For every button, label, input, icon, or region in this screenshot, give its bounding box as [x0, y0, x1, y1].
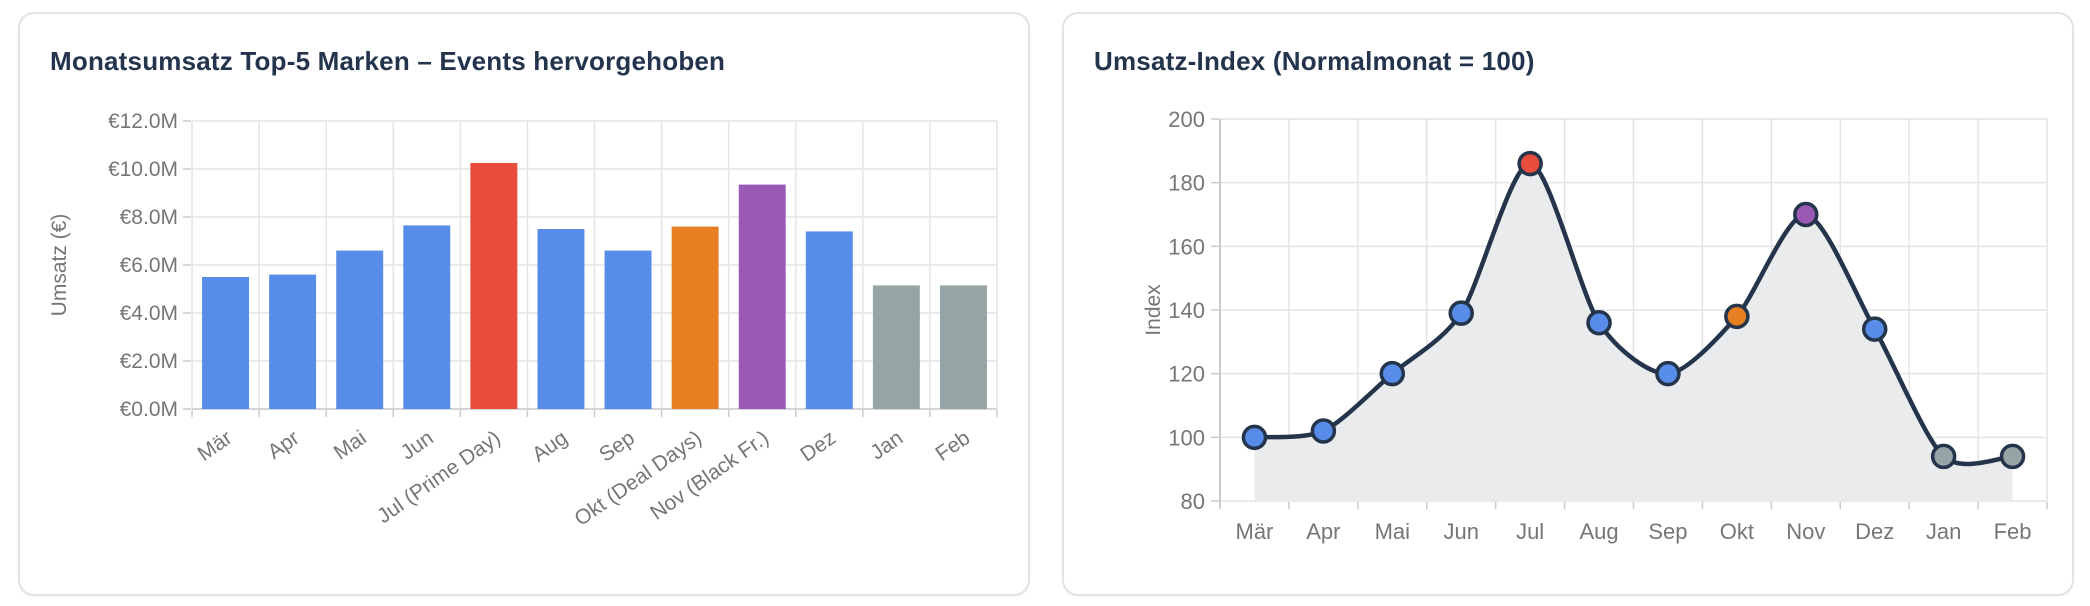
line-chart: 80 100 120 140 160 180 200 Mär Apr Mai Jun Jul Aug Se… [1142, 107, 2048, 544]
bar-chart-card: Monatsumsatz Top-5 Marken – Events hervo… [18, 12, 1030, 596]
x-tick-label: Jul (Prime Day) [373, 426, 505, 528]
bar-chart-title: Monatsumsatz Top-5 Marken – Events hervo… [50, 46, 726, 76]
bar[interactable] [671, 226, 719, 409]
x-tick-label: Sep [595, 426, 639, 466]
x-tick-label: Mär [1236, 519, 1274, 544]
x-tick-label: Mär [194, 426, 237, 466]
x-tick-label: Dez [1855, 519, 1894, 544]
y-tick-label: €0.0M [120, 398, 178, 421]
bar[interactable] [939, 285, 987, 409]
bar-chart: €0.0M €2.0M €4.0M €6.0M €8.0M €10.0M €12.0M Mär… [48, 110, 998, 531]
data-point[interactable] [1586, 309, 1612, 336]
x-tick-label: Okt [1720, 519, 1754, 544]
x-tick-label: Feb [1994, 519, 2032, 544]
y-tick-label: €2.0M [120, 350, 178, 373]
bar[interactable] [403, 225, 451, 409]
x-tick-label: Jan [866, 426, 907, 464]
x-tick-label: Aug [1579, 519, 1618, 544]
x-tick-label: Nov [1786, 519, 1825, 544]
y-axis-label: Umsatz (€) [48, 214, 71, 317]
data-point[interactable] [1517, 150, 1543, 177]
x-tick-label: Apr [1306, 519, 1340, 544]
data-point[interactable] [1310, 418, 1337, 444]
y-tick-label: 180 [1168, 171, 1205, 196]
x-tick-label: Jun [397, 426, 438, 464]
x-tick-label: Nov (Black Fr.) [646, 426, 773, 524]
bar[interactable] [738, 184, 786, 409]
area-fill [1254, 163, 2013, 501]
data-point[interactable] [1241, 424, 1268, 451]
bar[interactable] [470, 163, 518, 409]
y-axis-label: Index [1142, 284, 1165, 336]
x-tick-label: Jul [1516, 519, 1544, 544]
bar[interactable] [202, 277, 250, 409]
bar[interactable] [604, 250, 652, 409]
bar[interactable] [269, 274, 317, 409]
x-tick-label: Dez [796, 426, 840, 466]
bar[interactable] [336, 250, 384, 409]
x-tick-label: Sep [1648, 519, 1687, 544]
data-point[interactable] [1999, 443, 2026, 470]
data-point[interactable] [1448, 300, 1474, 326]
x-tick-label: Feb [931, 426, 974, 466]
y-tick-label: €4.0M [120, 302, 178, 325]
y-tick-label: 80 [1181, 489, 1205, 514]
y-tick-label: 100 [1168, 425, 1205, 450]
y-tick-label: 160 [1168, 234, 1205, 259]
bar[interactable] [872, 285, 920, 409]
data-point[interactable] [1379, 360, 1406, 387]
x-tick-label: Apr [264, 426, 304, 464]
y-tick-label: €8.0M [120, 206, 178, 229]
data-point[interactable] [1655, 360, 1681, 387]
y-tick-label: 140 [1168, 298, 1205, 323]
y-tick-label: €10.0M [108, 158, 178, 181]
x-tick-label: Mai [1375, 519, 1410, 544]
data-point[interactable] [1930, 443, 1957, 470]
x-tick-label: Jun [1443, 519, 1478, 544]
y-tick-label: €12.0M [108, 110, 178, 133]
data-point[interactable] [1861, 316, 1888, 342]
y-tick-label: 200 [1168, 107, 1205, 132]
data-point[interactable] [1793, 201, 1819, 228]
bar[interactable] [537, 229, 585, 409]
y-tick-label: 120 [1168, 362, 1205, 387]
y-tick-label: €6.0M [120, 254, 178, 277]
x-tick-label: Jan [1926, 519, 1961, 544]
bar[interactable] [805, 231, 853, 409]
x-tick-label: Aug [528, 426, 572, 466]
x-tick-label: Mai [330, 426, 371, 464]
line-chart-title: Umsatz-Index (Normalmonat = 100) [1094, 46, 1535, 76]
line-chart-card: Umsatz-Index (Normalmonat = 100) 80 100 12… [1062, 12, 2074, 596]
data-point[interactable] [1724, 303, 1750, 330]
